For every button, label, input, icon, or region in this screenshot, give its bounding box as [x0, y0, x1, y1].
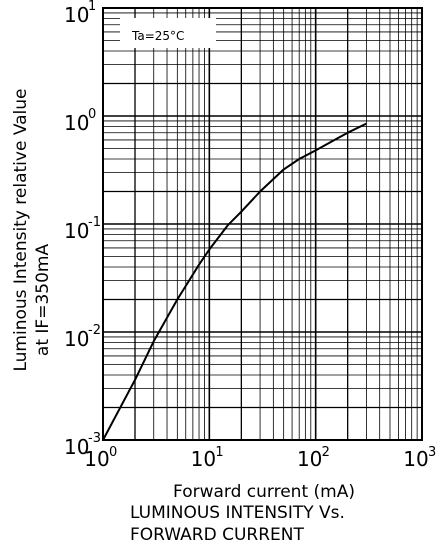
x-tick-label: 10 [297, 447, 322, 471]
y-tick-label: 10 [64, 435, 89, 459]
series-line [102, 122, 367, 441]
x-tick-exponent: 1 [215, 445, 223, 460]
y-tick-exponent: 1 [88, 0, 96, 14]
x-tick-exponent: 2 [322, 445, 330, 460]
plot-frame [102, 7, 423, 441]
y-tick-label: 10 [64, 111, 89, 135]
y-tick-label: 10 [64, 3, 89, 27]
y-tick-label: 10 [64, 219, 89, 243]
x-tick-label: 10 [403, 447, 428, 471]
y-axis-title-line2: at IF=350mA [33, 244, 53, 357]
x-tick-labels: 10 0 10 1 10 2 10 3 [84, 445, 436, 471]
chart-caption-line1: LUMINOUS INTENSITY Vs. [130, 503, 345, 523]
y-axis-title-line1: Luminous Intensity relative Value [11, 88, 31, 371]
x-tick-label: 10 [191, 447, 216, 471]
y-tick-label: 10 [64, 327, 89, 351]
y-tick-exponent: -2 [88, 323, 101, 338]
y-tick-exponent: 0 [88, 107, 96, 122]
x-tick-exponent: 0 [109, 445, 117, 460]
annotation-label: Ta=25°C [131, 29, 184, 43]
chart-caption-line2: FORWARD CURRENT [130, 525, 304, 545]
annotation-box [120, 18, 216, 48]
y-tick-exponent: -1 [88, 215, 101, 230]
series-group [102, 122, 367, 441]
y-tick-exponent: -3 [88, 431, 101, 446]
x-axis-title: Forward current (mA) [173, 482, 355, 502]
grid [102, 7, 423, 441]
x-tick-exponent: 3 [428, 445, 436, 460]
x-tick-label: 10 [84, 447, 109, 471]
